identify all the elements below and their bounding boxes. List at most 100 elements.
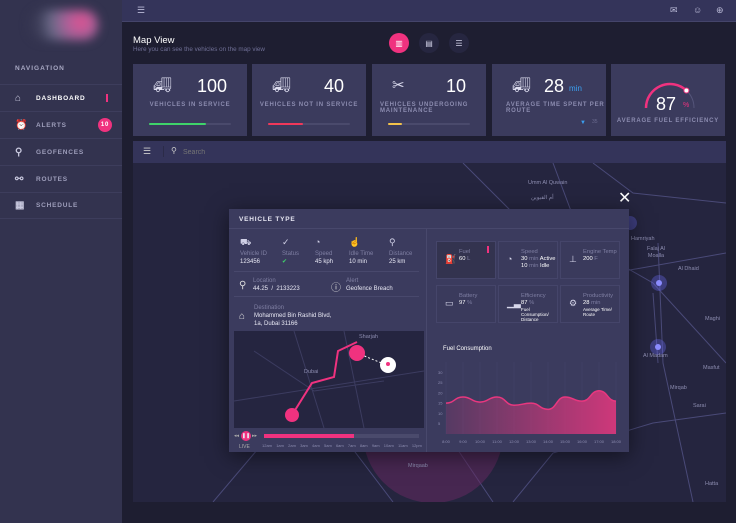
nav-heading: NAVIGATION [15, 65, 65, 72]
y-tick-label: 5 [438, 421, 441, 426]
pause-button[interactable]: ❚❚ [241, 431, 251, 441]
logout-icon[interactable]: ⊕ [716, 5, 724, 15]
sidebar-item-geofences[interactable]: ⚲ GEOFENCES [0, 138, 122, 165]
tile-engine-temp[interactable]: ⊥ Engine Temp 200 F [560, 241, 620, 279]
x-tick-label: 10:00 [475, 439, 486, 444]
rewind-icon[interactable]: ◂◂ [234, 433, 240, 439]
map-label: أم القيوين [531, 195, 554, 201]
card-maintenance: ✂ 10 VEHICLES UNDERGOING MAINTENANCE [372, 64, 486, 136]
nav-label: ALERTS [36, 121, 67, 129]
info-location: Location 44.25 / 2133223 [253, 278, 300, 292]
timeline-tick: 6am [335, 443, 344, 448]
sidebar-item-schedule[interactable]: ▦ SCHEDULE [0, 192, 122, 219]
y-tick-label: 15 [438, 401, 443, 406]
route-mini-map[interactable]: Sharjah Dubai [234, 331, 424, 428]
start-marker [285, 408, 299, 422]
nav-label: DASHBOARD [36, 94, 86, 102]
tile-efficiency[interactable]: ▁▃ Efficiency 87 % Fuel Consumption/ Dist… [498, 285, 558, 323]
timeline-tick: 8am [359, 443, 368, 448]
map-label: Sarai [693, 403, 706, 409]
map-label: Al Madam [643, 353, 668, 359]
progress-bar [268, 123, 350, 125]
map-label: Umm Al Quwain [528, 180, 568, 186]
x-tick-label: 15:00 [560, 439, 571, 444]
map-label: Masfut [703, 365, 720, 371]
vehicle-view-button[interactable]: ▤ [419, 33, 439, 53]
x-tick-label: 18:00 [611, 439, 622, 444]
tile-fuel[interactable]: ⛽ Fuel 60 L [436, 241, 496, 279]
alarm-icon: ⏰ [15, 119, 29, 131]
alert-icon: ⓘ [331, 283, 341, 294]
battery-icon: ▭ [445, 298, 454, 308]
logo [30, 10, 98, 40]
user-icon[interactable]: ☺ [693, 5, 703, 15]
map-label: Hamriyah [631, 236, 655, 242]
sidebar: NAVIGATION ⌂ DASHBOARD ⏰ ALERTS 10 ⚲ GEOFENC… [0, 0, 122, 523]
nav-label: GEOFENCES [36, 148, 85, 156]
timeline-tick: 11am [397, 443, 408, 448]
timeline-tick: 5am [324, 443, 332, 448]
area-fill [446, 390, 616, 434]
mail-icon[interactable]: ✉ [670, 5, 678, 15]
forward-icon[interactable]: ▸▸ [252, 433, 258, 439]
sidebar-item-dashboard[interactable]: ⌂ DASHBOARD [0, 84, 122, 111]
sidebar-item-routes[interactable]: ⚯ ROUTES [0, 165, 122, 192]
card-label: AVERAGE FUEL EFFICIENCY [616, 118, 720, 124]
card-vehicles-in-service: 🚚︎ 100 VEHICLES IN SERVICE [133, 64, 247, 136]
x-tick-label: 8:00 [442, 439, 451, 444]
card-label: VEHICLES NOT IN SERVICE [259, 102, 359, 108]
card-avg-time: 🚚︎ 28 min AVERAGE TIME SPENT PER ROUTE ▼… [492, 64, 606, 136]
card-label: VEHICLES UNDERGOING MAINTENANCE [380, 102, 469, 114]
x-tick-label: 9:00 [459, 439, 468, 444]
live-label: LIVE [239, 444, 250, 450]
x-tick-label: 12:00 [509, 439, 520, 444]
list-view-button[interactable]: ☰ [449, 33, 469, 53]
map-label: Mirqab [670, 385, 687, 391]
tools-icon: ✂ [392, 77, 405, 94]
fuel-consumption-chart: 8:00 9:00 10:00 11:00 12:00 13:00 14:00 15:00 16… [438, 362, 622, 444]
info-idle-time: ☝ Idle Time 10 min [349, 237, 374, 266]
search-bar: ☰ ⚲ [133, 141, 726, 163]
home-icon: ⌂ [15, 92, 22, 104]
y-tick-label: 30 [438, 370, 443, 375]
panel-title: VEHICLE TYPE [229, 209, 629, 229]
timeline-tick: 4am [312, 443, 320, 448]
fuel-gauge [644, 82, 695, 109]
search-input[interactable] [183, 145, 483, 159]
timeline-tick: 1am [276, 443, 284, 448]
distance-pin-icon: ⚲ [389, 237, 396, 247]
truck-x-icon: 🚚︎ [272, 77, 292, 94]
truck-clock-icon: 🚚︎ [512, 77, 532, 94]
down-arrow-icon: ▼ [580, 120, 586, 126]
active-marker [106, 94, 108, 102]
info-destination: Destination Mohammed Bin Rashid Blvd, 1a, … [254, 305, 332, 327]
sidebar-item-alerts[interactable]: ⏰ ALERTS 10 [0, 111, 122, 138]
chart-title: Fuel Consumption [443, 346, 492, 352]
info-speed: ◔ Speed 45 kph [315, 237, 334, 266]
info-vehicle-id: ⛟ Vehicle ID 123456 [240, 237, 268, 266]
gears-icon: ⚙ [569, 298, 578, 308]
hamburger-menu-icon[interactable]: ☰ [137, 5, 146, 15]
speedometer-icon: ◔ [507, 254, 513, 264]
close-icon[interactable]: ✕ [618, 190, 632, 207]
map-icon: ▥ [395, 38, 403, 48]
map-view-button[interactable]: ▥ [389, 33, 409, 53]
vehicle-details-panel: VEHICLE TYPE ⛟ Vehicle ID 123456 ✓ Status ✔ … [229, 209, 629, 452]
top-bar: ☰ ✉ ☺ ⊕ [122, 0, 736, 22]
list-toggle-icon[interactable]: ☰ [143, 146, 165, 157]
tile-speed[interactable]: ◔ Speed 30 min Active 10 min Idle [498, 241, 558, 279]
tile-battery[interactable]: ▭ Battery 97 % [436, 285, 496, 323]
info-status: ✓ Status ✔ [282, 237, 300, 266]
page-title: Map View [133, 35, 175, 46]
hand-icon: ☝ [349, 237, 361, 247]
info-alert: Alert Geofence Breach [346, 278, 393, 292]
tile-productivity[interactable]: ⚙ Productivity 28 min Average Time/ Route [560, 285, 620, 323]
progress-bar [388, 123, 470, 125]
bar-chart-icon: ▁▃ [507, 298, 521, 308]
check-circle-icon: ✓ [282, 237, 290, 247]
y-tick-label: 10 [438, 411, 443, 416]
x-tick-label: 13:00 [526, 439, 537, 444]
timeline-slider[interactable] [264, 434, 419, 438]
map-label: Dubai [304, 369, 319, 375]
location-pin-icon: ⚲ [239, 280, 247, 291]
